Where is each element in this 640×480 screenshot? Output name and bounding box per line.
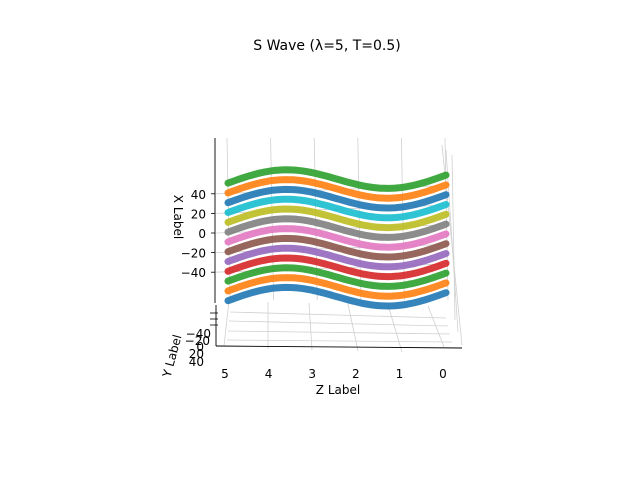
wave-series-band [224,215,450,241]
z-tick-label: 2 [352,367,360,381]
wave-series-band [224,283,450,310]
x-tick-label: −40 [181,266,206,280]
y-tick-label: 0 [196,340,204,354]
y-axis-label: Y Label [159,333,184,380]
x-tick-label: −20 [181,247,206,261]
floor-grid-line [226,339,453,343]
y-tick-label: 40 [189,355,204,369]
floor-grid-line [228,320,449,327]
wall-grid-line [445,149,459,333]
z-tick-label: 4 [265,367,273,381]
x-tick-label: 40 [191,188,206,202]
axis-lines [210,138,463,349]
floor-grid-line [387,304,403,353]
floor-grid-line [347,303,359,352]
y-tick-label: −20 [185,334,210,348]
x-tick-label: 20 [191,207,206,221]
wave-series-band [224,195,450,222]
chart-title: S Wave (λ=5, T=0.5) [253,38,401,54]
wave-series-band [224,264,450,290]
wave-series-band [224,234,450,261]
floor-grid-line [227,330,451,335]
wave-series-band [224,185,450,212]
wave-series-band [224,176,450,202]
z-tick-label: 3 [308,367,316,381]
z-tick-label: 5 [221,367,229,381]
z-tick-label: 0 [439,367,447,381]
floor-grid-line [308,302,313,351]
z-axis-line [215,345,463,349]
z-axis-label: Z Label [316,383,360,397]
y-tick-label: 20 [189,347,204,361]
floor-grid-line [229,311,447,319]
wave-series-band [224,205,450,232]
wall-grid-line [451,154,456,321]
wave-series-band [224,244,450,271]
floor-grid-line [223,300,230,347]
wave-series-band [224,254,450,281]
wave-series-band [224,225,450,251]
x-tick-label: 0 [198,227,206,241]
wave-series-band [224,166,450,192]
z-tick-label: 1 [396,367,404,381]
wave-series-band [224,274,450,300]
floor-grid-line [427,305,445,348]
wave-series [224,166,450,310]
x-axis-label: X Label [171,195,185,239]
y-tick-label: −40 [186,327,211,341]
